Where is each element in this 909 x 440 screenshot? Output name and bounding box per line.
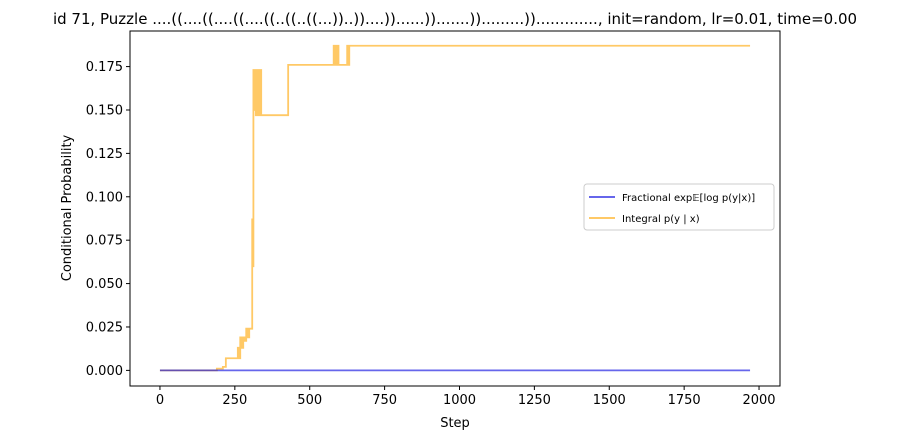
- x-tick-label: 1500: [593, 393, 626, 408]
- x-tick-label: 1750: [668, 393, 701, 408]
- series-line-integral: [159, 44, 751, 372]
- y-tick-label: 0.075: [86, 234, 123, 249]
- y-tick-label: 0.150: [86, 103, 123, 118]
- y-tick-label: 0.000: [86, 364, 123, 379]
- x-tick-label: 2000: [742, 393, 775, 408]
- legend: Fractional exp𝔼[log p(y|x)] Integral p(y…: [583, 183, 775, 231]
- y-tick-label: 0.100: [86, 190, 123, 205]
- y-tick-label: 0.125: [86, 147, 123, 162]
- x-tick-label: 750: [372, 393, 397, 408]
- y-axis-ticks: 0.000 0.025 0.050 0.075 0.100 0.125 0.150 0.175: [86, 60, 130, 379]
- y-tick-label: 0.050: [86, 277, 123, 292]
- y-tick-label: 0.025: [86, 320, 123, 335]
- x-tick-label: 1250: [518, 393, 551, 408]
- x-tick-label: 250: [222, 393, 247, 408]
- legend-label-fractional: Fractional exp𝔼[log p(y|x)]: [622, 193, 755, 204]
- x-tick-label: 500: [297, 393, 322, 408]
- legend-label-integral: Integral p(y | x): [622, 214, 700, 225]
- plot-area: [129, 30, 781, 387]
- x-axis-ticks: 0 250 500 750 1000 1250 1500 1750 2000: [156, 386, 776, 408]
- x-tick-label: 1000: [443, 393, 476, 408]
- legend-box: [583, 183, 775, 231]
- y-axis-title: Conditional Probability: [60, 134, 75, 281]
- plot-frame: [129, 30, 781, 387]
- x-tick-label: 0: [156, 393, 164, 408]
- x-axis-title: Step: [440, 416, 470, 431]
- chart-title: id 71, Puzzle ....((....((....((....((..…: [53, 10, 857, 28]
- series-layer: [159, 44, 751, 372]
- y-tick-label: 0.175: [86, 60, 123, 75]
